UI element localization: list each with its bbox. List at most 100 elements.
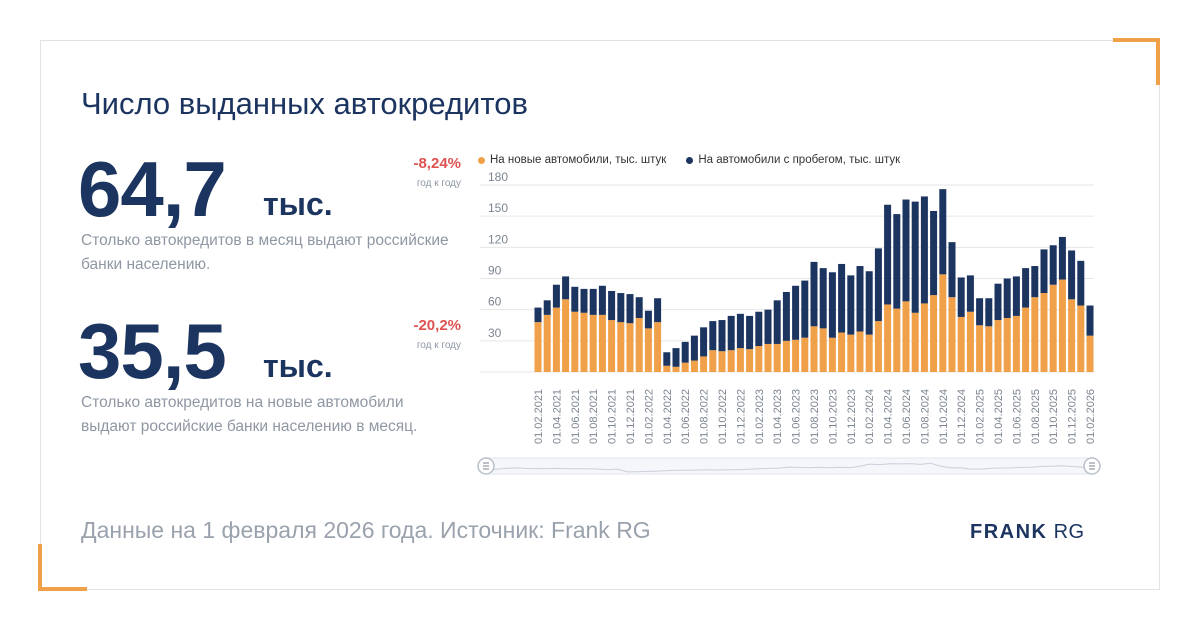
- bar-used-cars[interactable]: [948, 242, 956, 298]
- bar-used-cars[interactable]: [847, 275, 855, 335]
- bar-new-cars[interactable]: [1058, 279, 1066, 372]
- bar-new-cars[interactable]: [746, 349, 754, 372]
- bar-used-cars[interactable]: [755, 311, 763, 347]
- bar-new-cars[interactable]: [792, 339, 800, 372]
- bar-new-cars[interactable]: [976, 325, 984, 372]
- bar-new-cars[interactable]: [681, 362, 689, 372]
- bar-new-cars[interactable]: [1040, 293, 1048, 372]
- bar-new-cars[interactable]: [939, 274, 947, 372]
- bar-new-cars[interactable]: [893, 308, 901, 372]
- legend-item-used[interactable]: На автомобили с пробегом, тыс. штук: [686, 154, 900, 166]
- bar-used-cars[interactable]: [663, 352, 671, 366]
- bar-new-cars[interactable]: [608, 320, 616, 372]
- bar-used-cars[interactable]: [681, 341, 689, 363]
- bar-new-cars[interactable]: [1003, 317, 1011, 372]
- bar-used-cars[interactable]: [534, 307, 542, 323]
- bar-new-cars[interactable]: [782, 340, 790, 372]
- bar-new-cars[interactable]: [727, 350, 735, 372]
- bar-new-cars[interactable]: [865, 334, 873, 372]
- bar-new-cars[interactable]: [543, 314, 551, 372]
- bar-used-cars[interactable]: [736, 313, 744, 349]
- bar-used-cars[interactable]: [617, 293, 625, 323]
- bar-used-cars[interactable]: [856, 266, 864, 332]
- bar-used-cars[interactable]: [1077, 260, 1085, 306]
- bar-new-cars[interactable]: [930, 295, 938, 372]
- bar-used-cars[interactable]: [874, 248, 882, 322]
- bar-new-cars[interactable]: [589, 314, 597, 372]
- bar-new-cars[interactable]: [773, 343, 781, 372]
- bar-new-cars[interactable]: [755, 346, 763, 372]
- bar-new-cars[interactable]: [957, 316, 965, 372]
- bar-used-cars[interactable]: [893, 214, 901, 309]
- bar-new-cars[interactable]: [552, 307, 560, 372]
- bar-new-cars[interactable]: [562, 299, 570, 372]
- bar-used-cars[interactable]: [920, 196, 928, 304]
- bar-new-cars[interactable]: [580, 312, 588, 372]
- bar-new-cars[interactable]: [847, 334, 855, 372]
- bar-new-cars[interactable]: [1049, 284, 1057, 372]
- bar-used-cars[interactable]: [709, 321, 717, 351]
- bar-used-cars[interactable]: [1040, 249, 1048, 294]
- bar-used-cars[interactable]: [580, 288, 588, 313]
- bar-used-cars[interactable]: [1003, 278, 1011, 318]
- bar-used-cars[interactable]: [810, 261, 818, 327]
- bar-new-cars[interactable]: [718, 351, 726, 372]
- bar-new-cars[interactable]: [534, 322, 542, 372]
- bar-used-cars[interactable]: [552, 284, 560, 308]
- bar-new-cars[interactable]: [571, 311, 579, 372]
- bar-used-cars[interactable]: [608, 290, 616, 321]
- bar-used-cars[interactable]: [1068, 250, 1076, 300]
- bar-used-cars[interactable]: [994, 283, 1002, 321]
- bar-used-cars[interactable]: [598, 285, 606, 315]
- bar-used-cars[interactable]: [700, 327, 708, 357]
- bar-new-cars[interactable]: [994, 320, 1002, 372]
- bar-new-cars[interactable]: [838, 332, 846, 372]
- bar-used-cars[interactable]: [1058, 236, 1066, 280]
- bar-new-cars[interactable]: [828, 337, 836, 372]
- bar-used-cars[interactable]: [718, 320, 726, 352]
- bar-new-cars[interactable]: [617, 322, 625, 372]
- bar-new-cars[interactable]: [920, 303, 928, 372]
- bar-used-cars[interactable]: [644, 310, 652, 329]
- bar-used-cars[interactable]: [727, 315, 735, 351]
- bar-new-cars[interactable]: [966, 311, 974, 372]
- bar-new-cars[interactable]: [985, 326, 993, 372]
- bar-used-cars[interactable]: [828, 272, 836, 338]
- legend-item-new[interactable]: На новые автомобили, тыс. штук: [478, 154, 666, 166]
- bar-used-cars[interactable]: [543, 300, 551, 315]
- bar-used-cars[interactable]: [690, 335, 698, 361]
- bar-used-cars[interactable]: [902, 199, 910, 302]
- bar-used-cars[interactable]: [635, 297, 643, 318]
- bar-new-cars[interactable]: [1012, 315, 1020, 372]
- bar-new-cars[interactable]: [736, 348, 744, 372]
- bar-new-cars[interactable]: [764, 343, 772, 372]
- bar-used-cars[interactable]: [654, 298, 662, 323]
- bar-used-cars[interactable]: [773, 300, 781, 344]
- bar-used-cars[interactable]: [884, 204, 892, 305]
- bar-used-cars[interactable]: [939, 189, 947, 275]
- bar-used-cars[interactable]: [562, 276, 570, 300]
- bar-used-cars[interactable]: [819, 268, 827, 329]
- bar-used-cars[interactable]: [589, 288, 597, 315]
- bar-used-cars[interactable]: [782, 292, 790, 341]
- bar-new-cars[interactable]: [690, 360, 698, 372]
- bar-used-cars[interactable]: [626, 294, 634, 324]
- bar-used-cars[interactable]: [801, 280, 809, 338]
- bar-new-cars[interactable]: [672, 366, 680, 372]
- bar-used-cars[interactable]: [1022, 268, 1030, 308]
- bar-new-cars[interactable]: [1086, 335, 1094, 372]
- bar-new-cars[interactable]: [1022, 307, 1030, 372]
- bar-new-cars[interactable]: [644, 328, 652, 372]
- bar-new-cars[interactable]: [902, 301, 910, 372]
- bar-new-cars[interactable]: [948, 297, 956, 372]
- bar-new-cars[interactable]: [1077, 305, 1085, 372]
- bar-new-cars[interactable]: [874, 321, 882, 372]
- bar-used-cars[interactable]: [930, 210, 938, 296]
- bar-new-cars[interactable]: [598, 314, 606, 372]
- bar-used-cars[interactable]: [1012, 276, 1020, 316]
- bar-used-cars[interactable]: [672, 348, 680, 367]
- bar-used-cars[interactable]: [792, 285, 800, 340]
- bar-new-cars[interactable]: [911, 312, 919, 372]
- bar-used-cars[interactable]: [976, 298, 984, 326]
- bar-new-cars[interactable]: [819, 328, 827, 372]
